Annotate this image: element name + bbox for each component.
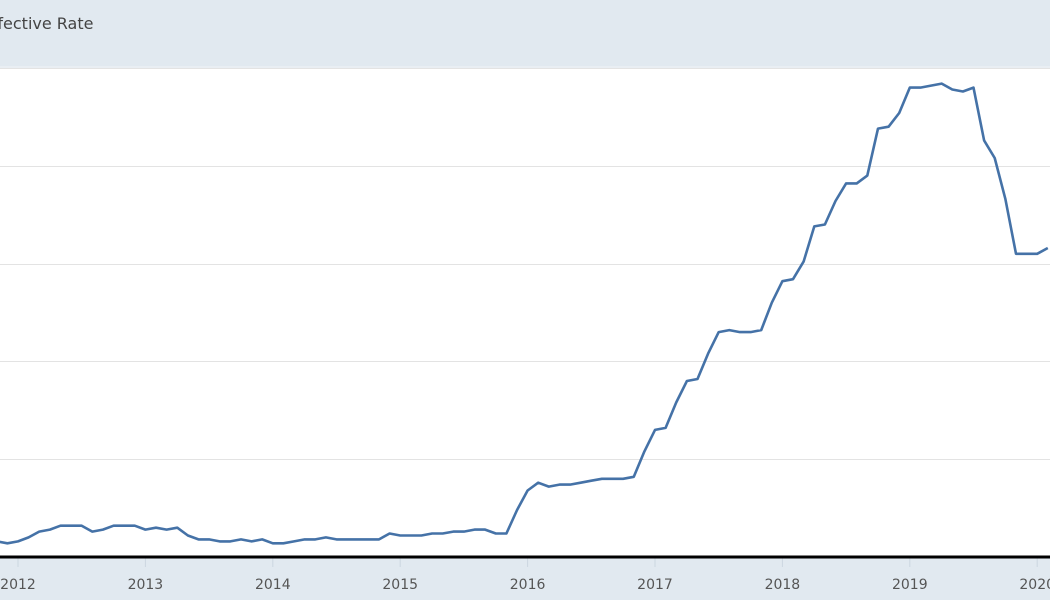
x-tick-label: 2017 — [637, 577, 673, 593]
series-line — [0, 82, 1049, 545]
x-tick-label: 2015 — [382, 577, 418, 593]
x-tick-label: 2019 — [892, 577, 928, 593]
chart-title: ffective Rate — [0, 14, 94, 33]
x-tick-label: 2013 — [128, 577, 164, 593]
plot-area — [0, 68, 1050, 557]
x-tick-label: 2012 — [0, 577, 36, 593]
x-tick-label: 2020 — [1019, 577, 1050, 593]
x-tick-label: 2016 — [510, 577, 546, 593]
chart-header: ffective Rate — [0, 0, 1050, 68]
x-tick-label: 2018 — [765, 577, 801, 593]
x-tick-label: 2014 — [255, 577, 291, 593]
